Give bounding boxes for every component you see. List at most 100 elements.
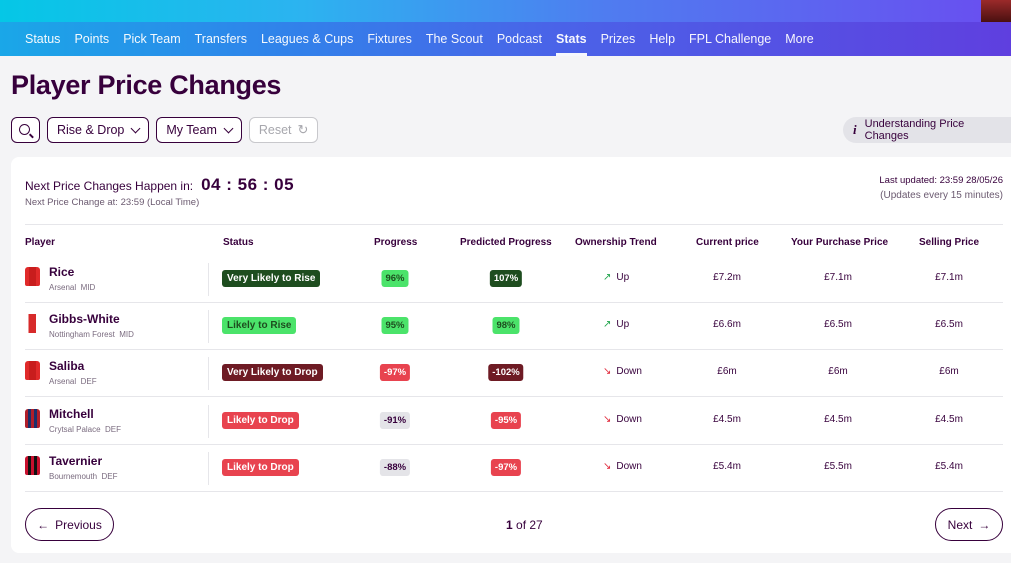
row-separator	[25, 349, 1003, 350]
player-meta: Nottingham Forest MID	[49, 330, 134, 339]
reset-icon: ↻	[297, 122, 309, 137]
last-updated: Last updated: 23:59 28/05/26 (Updates ev…	[879, 173, 1003, 203]
reset-button[interactable]: Reset ↻	[248, 117, 319, 143]
next-label: Next	[947, 517, 973, 532]
search-button[interactable]	[11, 117, 40, 143]
nav-prizes[interactable]: Prizes	[600, 32, 636, 46]
table-row[interactable]: Mitchell Crytsal Palace DEF Likely to Dr…	[11, 398, 1011, 445]
nav-fixtures[interactable]: Fixtures	[367, 32, 412, 46]
current-price: £6m	[717, 366, 737, 377]
main-nav: Status Points Pick Team Transfers League…	[0, 22, 1011, 56]
filter-bar: Rise & Drop My Team Reset ↻	[11, 117, 319, 143]
next-change-local-time: Next Price Change at: 23:59 (Local Time)	[25, 197, 200, 208]
player-name[interactable]: Tavernier	[49, 454, 103, 468]
shirt-icon	[25, 361, 40, 380]
page-title: Player Price Changes	[11, 70, 282, 100]
understanding-label: Understanding Price Changes	[864, 118, 965, 142]
player-meta: Arsenal DEF	[49, 377, 97, 386]
col-progress: Progress	[374, 237, 418, 248]
table-row[interactable]: Gibbs-White Nottingham Forest MID Likely…	[11, 303, 1011, 350]
my-team-dropdown[interactable]: My Team	[156, 117, 242, 143]
status-badge: Likely to Rise	[222, 317, 297, 334]
trend-up-icon: ↗	[603, 272, 612, 283]
selling-price: £6.5m	[935, 319, 963, 330]
previous-button[interactable]: ← Previous	[25, 508, 114, 541]
player-name[interactable]: Saliba	[49, 359, 85, 373]
nav-help[interactable]: Help	[649, 32, 676, 46]
next-change-timer: Next Price Changes Happen in: 04 : 56 : …	[25, 175, 294, 195]
rise-drop-dropdown[interactable]: Rise & Drop	[47, 117, 150, 143]
reset-label: Reset	[258, 123, 292, 137]
divider	[208, 310, 209, 343]
row-separator	[25, 444, 1003, 445]
player-name[interactable]: Rice	[49, 265, 75, 279]
nav-the-scout[interactable]: The Scout	[425, 32, 483, 46]
divider	[208, 263, 209, 296]
nav-podcast[interactable]: Podcast	[496, 32, 542, 46]
selling-price: £6m	[939, 366, 959, 377]
shirt-icon	[25, 314, 40, 333]
row-separator	[25, 491, 1003, 492]
table-row[interactable]: Tavernier Bournemouth DEF Likely to Drop…	[11, 445, 1011, 492]
next-button[interactable]: Next →	[935, 508, 1003, 541]
table-row[interactable]: Saliba Arsenal DEF Very Likely to Drop -…	[11, 350, 1011, 397]
arrow-right-icon: →	[978, 517, 991, 532]
status-badge: Likely to Drop	[222, 459, 299, 476]
predicted-progress-badge: -95%	[490, 412, 522, 429]
row-separator	[25, 302, 1003, 303]
predicted-progress-badge: 98%	[492, 317, 520, 334]
rise-drop-label: Rise & Drop	[57, 123, 125, 137]
chevron-down-icon	[223, 123, 234, 133]
divider	[208, 452, 209, 485]
trend-down-icon: ↘	[603, 414, 612, 425]
info-icon: i	[853, 122, 857, 137]
trend-down-icon: ↘	[603, 366, 612, 377]
col-current-price: Current price	[696, 237, 759, 248]
understanding-price-changes-button[interactable]: i Understanding Price Changes	[843, 117, 1011, 143]
col-selling-price: Selling Price	[919, 237, 980, 248]
current-price: £6.6m	[713, 319, 741, 330]
table-row[interactable]: Rice Arsenal MID Very Likely to Rise 96%…	[11, 256, 1011, 303]
total-pages: of 27	[516, 518, 543, 532]
shirt-icon	[25, 456, 40, 475]
player-meta: Arsenal MID	[49, 283, 96, 292]
trend-up-icon: ↗	[603, 319, 612, 330]
nav-pick-team[interactable]: Pick Team	[123, 32, 181, 46]
predicted-progress-badge: -97%	[490, 459, 522, 476]
col-purchase-price: Your Purchase Price	[791, 237, 889, 248]
current-price: £5.4m	[713, 461, 741, 472]
price-changes-card: Next Price Changes Happen in: 04 : 56 : …	[11, 157, 1011, 553]
progress-badge: -91%	[379, 412, 411, 429]
top-banner	[0, 0, 1011, 22]
divider	[208, 357, 209, 390]
nav-fpl-challenge[interactable]: FPL Challenge	[689, 32, 772, 46]
progress-badge: 95%	[381, 317, 409, 334]
purchase-price: £6m	[828, 366, 848, 377]
col-predicted: Predicted Progress	[460, 237, 552, 248]
nav-leagues-cups[interactable]: Leagues & Cups	[260, 32, 354, 46]
player-name[interactable]: Gibbs-White	[49, 312, 120, 326]
next-change-label: Next Price Changes Happen in:	[25, 179, 194, 193]
nav-status[interactable]: Status	[25, 32, 61, 46]
nav-stats[interactable]: Stats	[556, 22, 587, 56]
purchase-price: £5.5m	[824, 461, 852, 472]
ownership-trend: ↗ Up	[603, 272, 630, 283]
player-meta: Bournemouth DEF	[49, 472, 118, 481]
ownership-trend: ↘ Down	[603, 414, 642, 425]
player-name[interactable]: Mitchell	[49, 407, 94, 421]
selling-price: £5.4m	[935, 461, 963, 472]
chevron-down-icon	[130, 123, 141, 133]
col-player: Player	[25, 237, 56, 248]
selling-price: £4.5m	[935, 414, 963, 425]
nav-points[interactable]: Points	[74, 32, 110, 46]
page-indicator: 1 of 27	[506, 518, 543, 532]
progress-badge: -97%	[379, 364, 411, 381]
ownership-trend: ↗ Up	[603, 319, 630, 330]
nav-transfers[interactable]: Transfers	[194, 32, 247, 46]
status-badge: Likely to Drop	[222, 412, 299, 429]
shirt-icon	[25, 409, 40, 428]
status-badge: Very Likely to Drop	[222, 364, 323, 381]
col-status: Status	[223, 237, 254, 248]
col-ownership: Ownership Trend	[575, 237, 657, 248]
nav-more[interactable]: More	[785, 32, 814, 46]
